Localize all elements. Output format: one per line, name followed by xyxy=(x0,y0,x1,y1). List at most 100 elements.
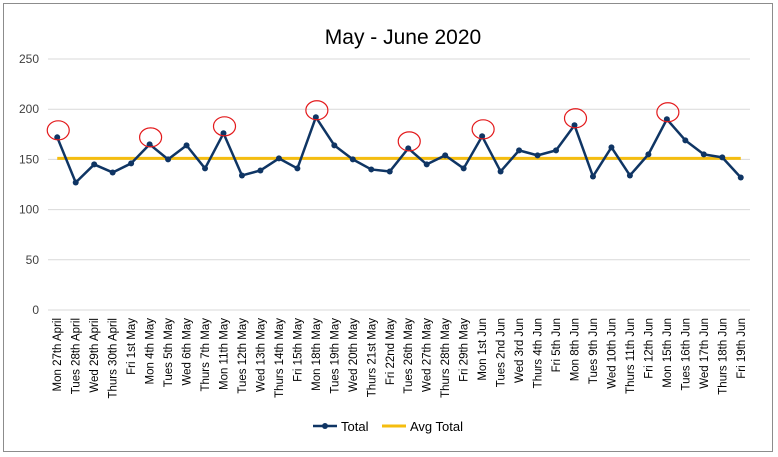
y-tick-label: 250 xyxy=(19,52,39,66)
highlight-circle xyxy=(139,127,163,148)
data-point xyxy=(645,151,652,158)
data-point xyxy=(423,161,430,168)
x-tick-label: Mon 1st Jun xyxy=(477,318,489,381)
data-point xyxy=(349,156,356,163)
data-point xyxy=(368,166,375,173)
line-chart: May - June 2020 0 50 100 150 200 250 Mon 27th… xyxy=(19,26,750,434)
data-point xyxy=(128,160,135,167)
data-point xyxy=(719,154,726,161)
data-point xyxy=(663,116,670,123)
x-tick-label: Mon 27th April xyxy=(52,318,64,392)
legend-marker-total xyxy=(322,423,328,429)
highlight-circle xyxy=(471,119,495,140)
highlight-circle xyxy=(397,131,421,152)
data-point xyxy=(183,142,190,149)
highlight-circles xyxy=(46,100,680,152)
data-point xyxy=(275,155,282,162)
x-tick-label: Fri 19th Jun xyxy=(736,318,748,379)
data-point xyxy=(442,152,449,159)
highlight-circle xyxy=(656,102,680,123)
x-tick-label: Thurs 4th Jun xyxy=(533,318,545,388)
y-tick-label: 0 xyxy=(32,303,39,317)
x-tick-label: Fri 15th May xyxy=(292,318,304,382)
x-tick-label: Thurs 18th Jun xyxy=(717,318,729,395)
x-tick-label: Thurs 21st May xyxy=(366,318,378,397)
x-tick-label: Fri 29th May xyxy=(459,318,471,382)
x-tick-label: Fri 12th Jun xyxy=(643,318,655,379)
x-tick-label: Thurs 11th Jun xyxy=(625,318,637,394)
x-tick-label: Fri 1st May xyxy=(126,318,138,375)
data-point xyxy=(737,174,744,181)
y-tick-label: 150 xyxy=(19,152,39,166)
data-point xyxy=(54,134,61,141)
y-axis-tick-labels: 0 50 100 150 200 250 xyxy=(19,52,39,317)
x-tick-label: Wed 20th May xyxy=(348,318,360,392)
x-tick-label: Thurs 28th May xyxy=(440,318,452,398)
y-tick-label: 100 xyxy=(19,203,39,217)
data-point xyxy=(700,151,707,158)
data-point xyxy=(405,145,412,152)
data-point xyxy=(294,165,301,172)
x-tick-label: Mon 4th May xyxy=(145,318,157,385)
x-tick-label: Wed 27th May xyxy=(422,318,434,392)
data-point xyxy=(497,168,504,175)
x-axis-tick-labels: Mon 27th April Tues 28th April Wed 29th Ap… xyxy=(52,318,748,399)
data-point xyxy=(608,144,615,151)
x-tick-label: Thurs 14th May xyxy=(274,318,286,398)
data-point xyxy=(238,172,245,179)
data-point xyxy=(589,173,596,180)
data-point xyxy=(479,133,486,140)
x-tick-label: Tues 19th May xyxy=(329,318,341,394)
data-point xyxy=(534,152,541,159)
data-point xyxy=(331,142,338,149)
gridlines xyxy=(48,58,750,311)
legend-label-total: Total xyxy=(341,419,369,434)
x-tick-label: Tues 12th May xyxy=(237,318,249,394)
y-tick-label: 50 xyxy=(26,253,40,267)
highlight-circle xyxy=(305,100,329,121)
x-tick-label: Fri 22nd May xyxy=(385,318,397,385)
data-point xyxy=(460,165,467,172)
x-tick-label: Wed 29th April xyxy=(89,318,101,393)
data-point xyxy=(626,172,633,179)
data-point xyxy=(257,167,264,174)
x-tick-label: Tues 26th May xyxy=(403,318,415,394)
x-tick-label: Mon 11th May xyxy=(219,318,231,390)
y-tick-label: 200 xyxy=(19,102,39,116)
data-point xyxy=(682,137,689,144)
x-tick-label: Wed 17th Jun xyxy=(699,318,711,389)
data-point xyxy=(571,122,578,129)
series-line-total xyxy=(56,115,742,184)
data-point xyxy=(165,156,172,163)
legend-label-avg-total: Avg Total xyxy=(410,419,463,434)
data-point xyxy=(109,169,116,176)
data-point xyxy=(386,168,393,175)
x-tick-label: Tues 9th Jun xyxy=(588,318,600,384)
x-tick-label: Tues 2nd Jun xyxy=(496,318,508,387)
x-tick-label: Tues 16th Jun xyxy=(680,318,692,390)
x-tick-label: Wed 10th Jun xyxy=(606,318,618,389)
legend: Total Avg Total xyxy=(313,419,463,434)
x-tick-label: Wed 13th May xyxy=(255,318,267,392)
chart-container: May - June 2020 0 50 100 150 200 250 Mon 27th… xyxy=(3,3,773,452)
x-tick-label: Wed 6th May xyxy=(182,318,194,386)
x-tick-label: Tues 28th April xyxy=(71,318,83,394)
chart-title: May - June 2020 xyxy=(325,26,481,49)
x-tick-label: Mon 18th May xyxy=(311,318,323,391)
data-point xyxy=(220,130,227,137)
series-lines xyxy=(54,114,744,186)
x-tick-label: Thurs 30th April xyxy=(108,318,120,399)
data-point xyxy=(202,165,209,172)
x-tick-label: Thurs 7th May xyxy=(200,318,212,392)
highlight-circle xyxy=(46,120,70,141)
data-point xyxy=(91,161,98,168)
x-tick-label: Mon 8th Jun xyxy=(570,318,582,381)
x-tick-label: Wed 3rd Jun xyxy=(514,318,526,383)
x-tick-label: Fri 5th Jun xyxy=(551,318,563,372)
data-point xyxy=(312,114,319,121)
data-point xyxy=(72,179,79,186)
highlight-circle xyxy=(212,116,237,137)
x-tick-label: Tues 5th May xyxy=(163,318,175,387)
x-tick-label: Mon 15th Jun xyxy=(662,318,674,388)
data-point xyxy=(516,147,523,154)
